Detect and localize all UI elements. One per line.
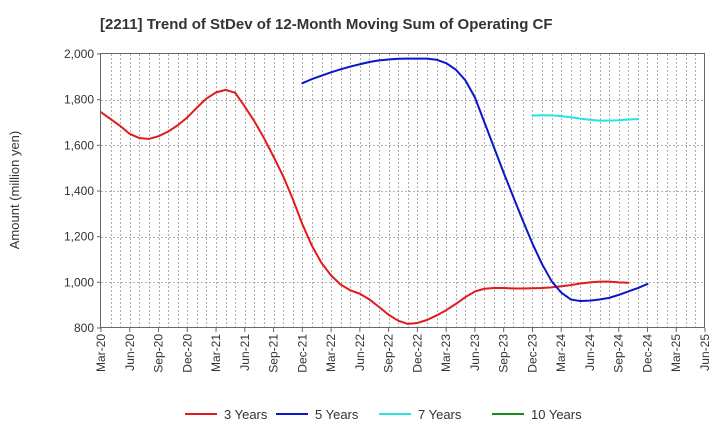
- x-tick-label: Jun-21: [238, 334, 252, 371]
- x-tick-label: Mar-23: [439, 334, 453, 372]
- y-tick-label: 1,600: [64, 138, 94, 152]
- series-line-3-years: [100, 88, 630, 325]
- x-tick-label: Mar-22: [324, 334, 338, 372]
- legend-label: 5 Years: [315, 407, 359, 422]
- y-tick-label: 1,200: [64, 230, 94, 244]
- legend: 3 Years 5 Years 7 Years 10 Years: [185, 407, 582, 422]
- x-tick-label: Jun-25: [698, 334, 712, 371]
- x-tick-label: Mar-24: [554, 334, 568, 372]
- y-tick-label: 1,000: [64, 275, 94, 289]
- y-tick-label: 2,000: [64, 47, 94, 61]
- x-tick-label: Jun-23: [468, 334, 482, 371]
- series-line-5-years: [301, 57, 649, 303]
- grid-lines: [101, 54, 705, 328]
- x-tick-label: Dec-20: [180, 334, 194, 373]
- x-tick-label: Sep-24: [612, 334, 626, 373]
- legend-label: 10 Years: [531, 407, 582, 422]
- x-tick-label: Dec-23: [525, 334, 539, 373]
- x-tick-label: Jun-20: [123, 334, 137, 371]
- x-tick-label: Sep-21: [267, 334, 281, 373]
- x-tick-label: Sep-23: [497, 334, 511, 373]
- x-tick-label: Sep-20: [152, 334, 166, 373]
- y-axis-label: Amount (million yen): [7, 131, 22, 250]
- y-tick-label: 800: [74, 321, 94, 335]
- x-tick-label: Sep-22: [382, 334, 396, 373]
- series-line-7-years: [531, 114, 639, 122]
- plot-area-border: [100, 53, 705, 328]
- plot-lines: [100, 57, 649, 325]
- x-axis: Mar-20 Jun-20 Sep-20 Dec-20 Mar-21 Jun-21 Sep-…: [94, 328, 712, 373]
- x-tick-label: Mar-21: [209, 334, 223, 372]
- legend-label: 3 Years: [224, 407, 268, 422]
- x-tick-label: Mar-20: [94, 334, 108, 372]
- chart-title: [2211] Trend of StDev of 12-Month Moving…: [100, 16, 553, 33]
- x-tick-label: Jun-24: [583, 334, 597, 371]
- y-tick-label: 1,400: [64, 184, 94, 198]
- x-tick-label: Dec-24: [640, 334, 654, 373]
- y-axis: 800 1,000 1,200 1,400 1,600 1,800 2,000: [64, 47, 101, 335]
- x-tick-label: Dec-21: [295, 334, 309, 373]
- x-tick-label: Mar-25: [669, 334, 683, 372]
- x-tick-label: Dec-22: [410, 334, 424, 373]
- x-tick-label: Jun-22: [353, 334, 367, 371]
- y-tick-label: 1,800: [64, 93, 94, 107]
- legend-label: 7 Years: [418, 407, 462, 422]
